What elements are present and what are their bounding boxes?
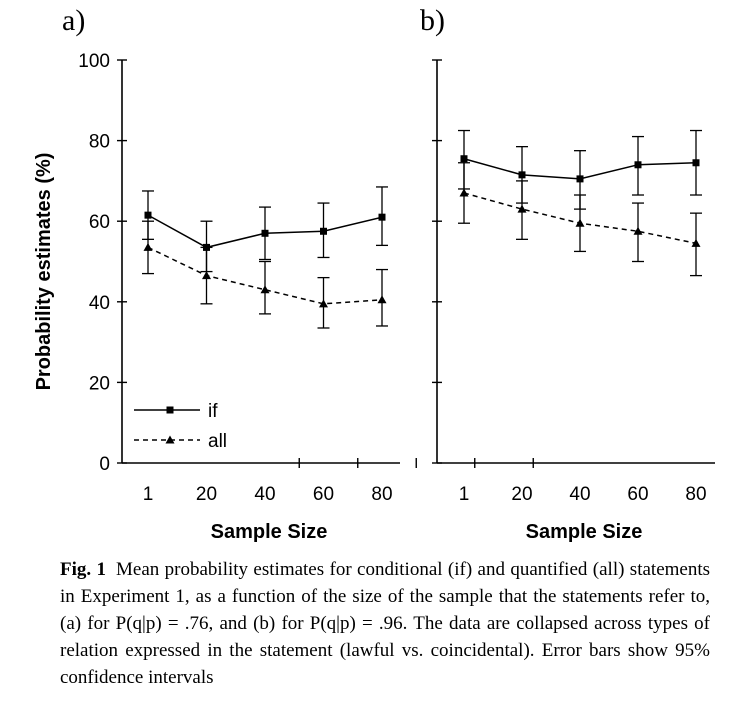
panel-label: b) bbox=[420, 4, 445, 37]
y-tick-label: 80 bbox=[89, 132, 110, 153]
data-point bbox=[517, 204, 527, 213]
data-point bbox=[144, 211, 152, 219]
caption-text: Mean probability estimates for condition… bbox=[60, 559, 711, 688]
data-point bbox=[576, 175, 584, 183]
data-point bbox=[459, 188, 469, 197]
y-tick-label: 20 bbox=[89, 373, 110, 394]
x-tick-label: 60 bbox=[627, 484, 648, 505]
y-tick-label: 0 bbox=[99, 454, 110, 475]
data-point bbox=[575, 218, 585, 227]
y-tick-label: 100 bbox=[78, 51, 110, 72]
data-point bbox=[261, 229, 269, 237]
data-point bbox=[691, 238, 701, 247]
data-point bbox=[320, 227, 327, 235]
legend-label-all: all bbox=[208, 431, 227, 452]
y-tick-label: 40 bbox=[89, 293, 110, 314]
x-axis-title: Sample Size bbox=[211, 521, 328, 543]
data-point bbox=[378, 213, 386, 221]
data-point bbox=[319, 299, 328, 308]
series-if bbox=[142, 186, 388, 273]
data-point bbox=[202, 271, 211, 280]
x-tick-label: 1 bbox=[143, 484, 154, 505]
data-point bbox=[260, 285, 270, 294]
x-tick-label: 20 bbox=[511, 484, 532, 505]
legend-marker bbox=[166, 406, 174, 414]
legend-marker bbox=[165, 435, 175, 444]
series-all bbox=[458, 162, 702, 277]
x-tick-label: 1 bbox=[459, 484, 470, 505]
data-point bbox=[518, 171, 526, 179]
legend: if all bbox=[134, 401, 227, 452]
data-point bbox=[634, 161, 642, 169]
chart-panel-b: b) 1 20 40 60 80 Sample Size bbox=[420, 4, 715, 543]
y-tick-label: 60 bbox=[89, 212, 110, 233]
x-tick-label: 20 bbox=[196, 484, 217, 505]
data-point bbox=[633, 226, 643, 235]
x-tick-label: 40 bbox=[254, 484, 275, 505]
data-point bbox=[377, 295, 387, 304]
series-all bbox=[142, 220, 388, 329]
figure-caption: Fig. 1 Mean probability estimates for con… bbox=[60, 556, 710, 691]
panel-label: a) bbox=[62, 4, 85, 37]
data-point bbox=[692, 159, 700, 167]
x-tick-label: 40 bbox=[569, 484, 590, 505]
x-axis-title: Sample Size bbox=[526, 521, 643, 543]
y-axis-title: Probability estimates (%) bbox=[33, 153, 55, 391]
x-tick-label: 80 bbox=[371, 484, 392, 505]
legend-label-if: if bbox=[208, 401, 218, 422]
data-point bbox=[143, 242, 153, 251]
caption-label: Fig. 1 bbox=[60, 559, 107, 580]
x-tick-label: 80 bbox=[685, 484, 706, 505]
x-tick-label: 60 bbox=[313, 484, 334, 505]
data-point bbox=[460, 155, 468, 163]
